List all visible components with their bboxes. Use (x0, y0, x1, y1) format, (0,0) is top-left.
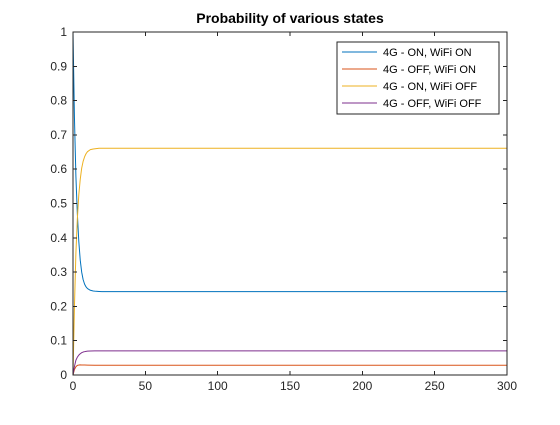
series-line-2 (72, 364, 507, 376)
legend-box (336, 41, 500, 115)
x-tick-label: 150 (280, 379, 300, 393)
x-tick-label: 50 (139, 379, 153, 393)
legend-label-2: 4G - OFF, WiFi ON (383, 64, 476, 76)
series-line-3 (72, 147, 507, 376)
x-tick-label: 200 (352, 379, 372, 393)
chart-title: Probability of various states (196, 10, 384, 26)
y-tick-label: 0.4 (50, 231, 67, 245)
x-tick-label: 0 (70, 379, 77, 393)
y-tick-label: 0.5 (50, 197, 67, 211)
legend: 4G - ON, WiFi ON 4G - OFF, WiFi ON 4G - ON… (336, 41, 500, 115)
legend-label-4: 4G - OFF, WiFi OFF (383, 98, 482, 110)
y-tick-label: 0.1 (50, 334, 67, 348)
y-tick-label: 0.2 (50, 299, 67, 313)
y-tick-label: 0.8 (50, 94, 67, 108)
legend-label-3: 4G - ON, WiFi OFF (383, 81, 477, 93)
series-line-4 (72, 350, 507, 376)
y-tick-label: 0.6 (50, 162, 67, 176)
x-tick-label: 250 (425, 379, 445, 393)
y-tick-label: 0.3 (50, 265, 67, 279)
ticks-layer: 0 50 100 150 200 250 300 0 0.1 0.2 0.3 0.4 0.5 0.6 0.7… (50, 25, 517, 393)
y-tick-label: 0.7 (50, 128, 67, 142)
legend-label-1: 4G - ON, WiFi ON (383, 47, 472, 59)
y-tick-label: 0.9 (50, 59, 67, 73)
x-tick-label: 100 (208, 379, 228, 393)
series-layer (72, 31, 507, 376)
y-tick-label: 1 (60, 25, 67, 39)
x-tick-label: 300 (497, 379, 517, 393)
y-tick-label: 0 (60, 368, 67, 382)
